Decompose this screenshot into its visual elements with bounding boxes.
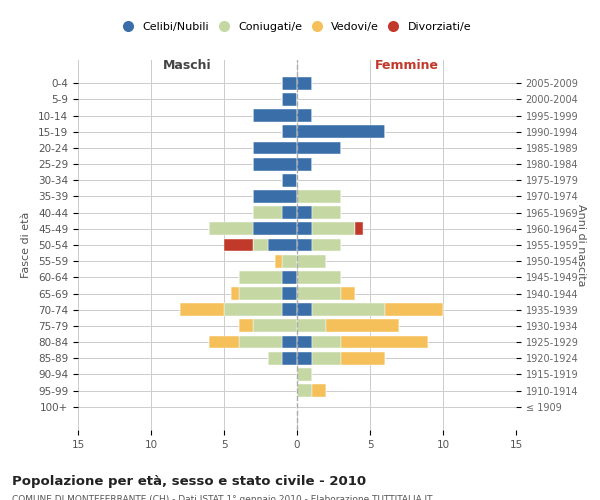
Bar bbox=[268, 238, 297, 252]
Bar bbox=[253, 190, 297, 203]
Bar bbox=[341, 287, 355, 300]
Bar bbox=[253, 320, 297, 332]
Bar bbox=[283, 126, 297, 138]
Bar bbox=[341, 336, 428, 348]
Bar bbox=[253, 206, 283, 219]
Bar bbox=[297, 368, 311, 381]
Bar bbox=[239, 287, 283, 300]
Bar bbox=[297, 206, 311, 219]
Bar bbox=[283, 352, 297, 364]
Bar bbox=[283, 206, 297, 219]
Bar bbox=[311, 206, 341, 219]
Y-axis label: Fasce di età: Fasce di età bbox=[21, 212, 31, 278]
Bar bbox=[253, 238, 268, 252]
Bar bbox=[326, 320, 399, 332]
Text: Femmine: Femmine bbox=[374, 59, 439, 72]
Bar bbox=[297, 222, 311, 235]
Bar bbox=[253, 158, 297, 170]
Bar bbox=[253, 109, 297, 122]
Bar bbox=[297, 384, 311, 397]
Bar bbox=[209, 222, 253, 235]
Bar bbox=[385, 303, 443, 316]
Bar bbox=[297, 238, 311, 252]
Bar bbox=[297, 109, 311, 122]
Bar bbox=[239, 320, 253, 332]
Bar bbox=[283, 93, 297, 106]
Bar bbox=[311, 352, 341, 364]
Text: Popolazione per età, sesso e stato civile - 2010: Popolazione per età, sesso e stato civil… bbox=[12, 475, 366, 488]
Bar bbox=[239, 336, 283, 348]
Bar bbox=[253, 142, 297, 154]
Bar bbox=[283, 254, 297, 268]
Text: Maschi: Maschi bbox=[163, 59, 212, 72]
Bar bbox=[297, 320, 326, 332]
Bar bbox=[341, 352, 385, 364]
Bar bbox=[311, 384, 326, 397]
Bar bbox=[311, 238, 341, 252]
Y-axis label: Anni di nascita: Anni di nascita bbox=[575, 204, 586, 286]
Bar bbox=[253, 222, 297, 235]
Bar bbox=[283, 174, 297, 187]
Bar bbox=[209, 336, 239, 348]
Bar bbox=[180, 303, 224, 316]
Bar bbox=[239, 271, 283, 284]
Text: COMUNE DI MONTEFERRANTE (CH) - Dati ISTAT 1° gennaio 2010 - Elaborazione TUTTITA: COMUNE DI MONTEFERRANTE (CH) - Dati ISTA… bbox=[12, 495, 433, 500]
Bar bbox=[297, 158, 311, 170]
Legend: Celibi/Nubili, Coniugati/e, Vedovi/e, Divorziati/e: Celibi/Nubili, Coniugati/e, Vedovi/e, Di… bbox=[118, 18, 476, 36]
Bar bbox=[268, 352, 283, 364]
Bar bbox=[297, 303, 311, 316]
Bar bbox=[283, 271, 297, 284]
Bar bbox=[311, 336, 341, 348]
Bar bbox=[297, 126, 385, 138]
Bar bbox=[283, 336, 297, 348]
Bar bbox=[297, 77, 311, 90]
Bar bbox=[232, 287, 239, 300]
Bar bbox=[311, 303, 385, 316]
Bar bbox=[283, 303, 297, 316]
Bar bbox=[283, 77, 297, 90]
Bar bbox=[297, 336, 311, 348]
Bar bbox=[311, 222, 355, 235]
Bar bbox=[283, 287, 297, 300]
Bar bbox=[297, 142, 341, 154]
Bar bbox=[297, 254, 326, 268]
Bar bbox=[297, 190, 341, 203]
Bar bbox=[224, 303, 283, 316]
Bar bbox=[224, 238, 253, 252]
Bar bbox=[297, 271, 341, 284]
Bar bbox=[297, 352, 311, 364]
Bar bbox=[297, 287, 341, 300]
Bar bbox=[275, 254, 283, 268]
Bar bbox=[355, 222, 362, 235]
